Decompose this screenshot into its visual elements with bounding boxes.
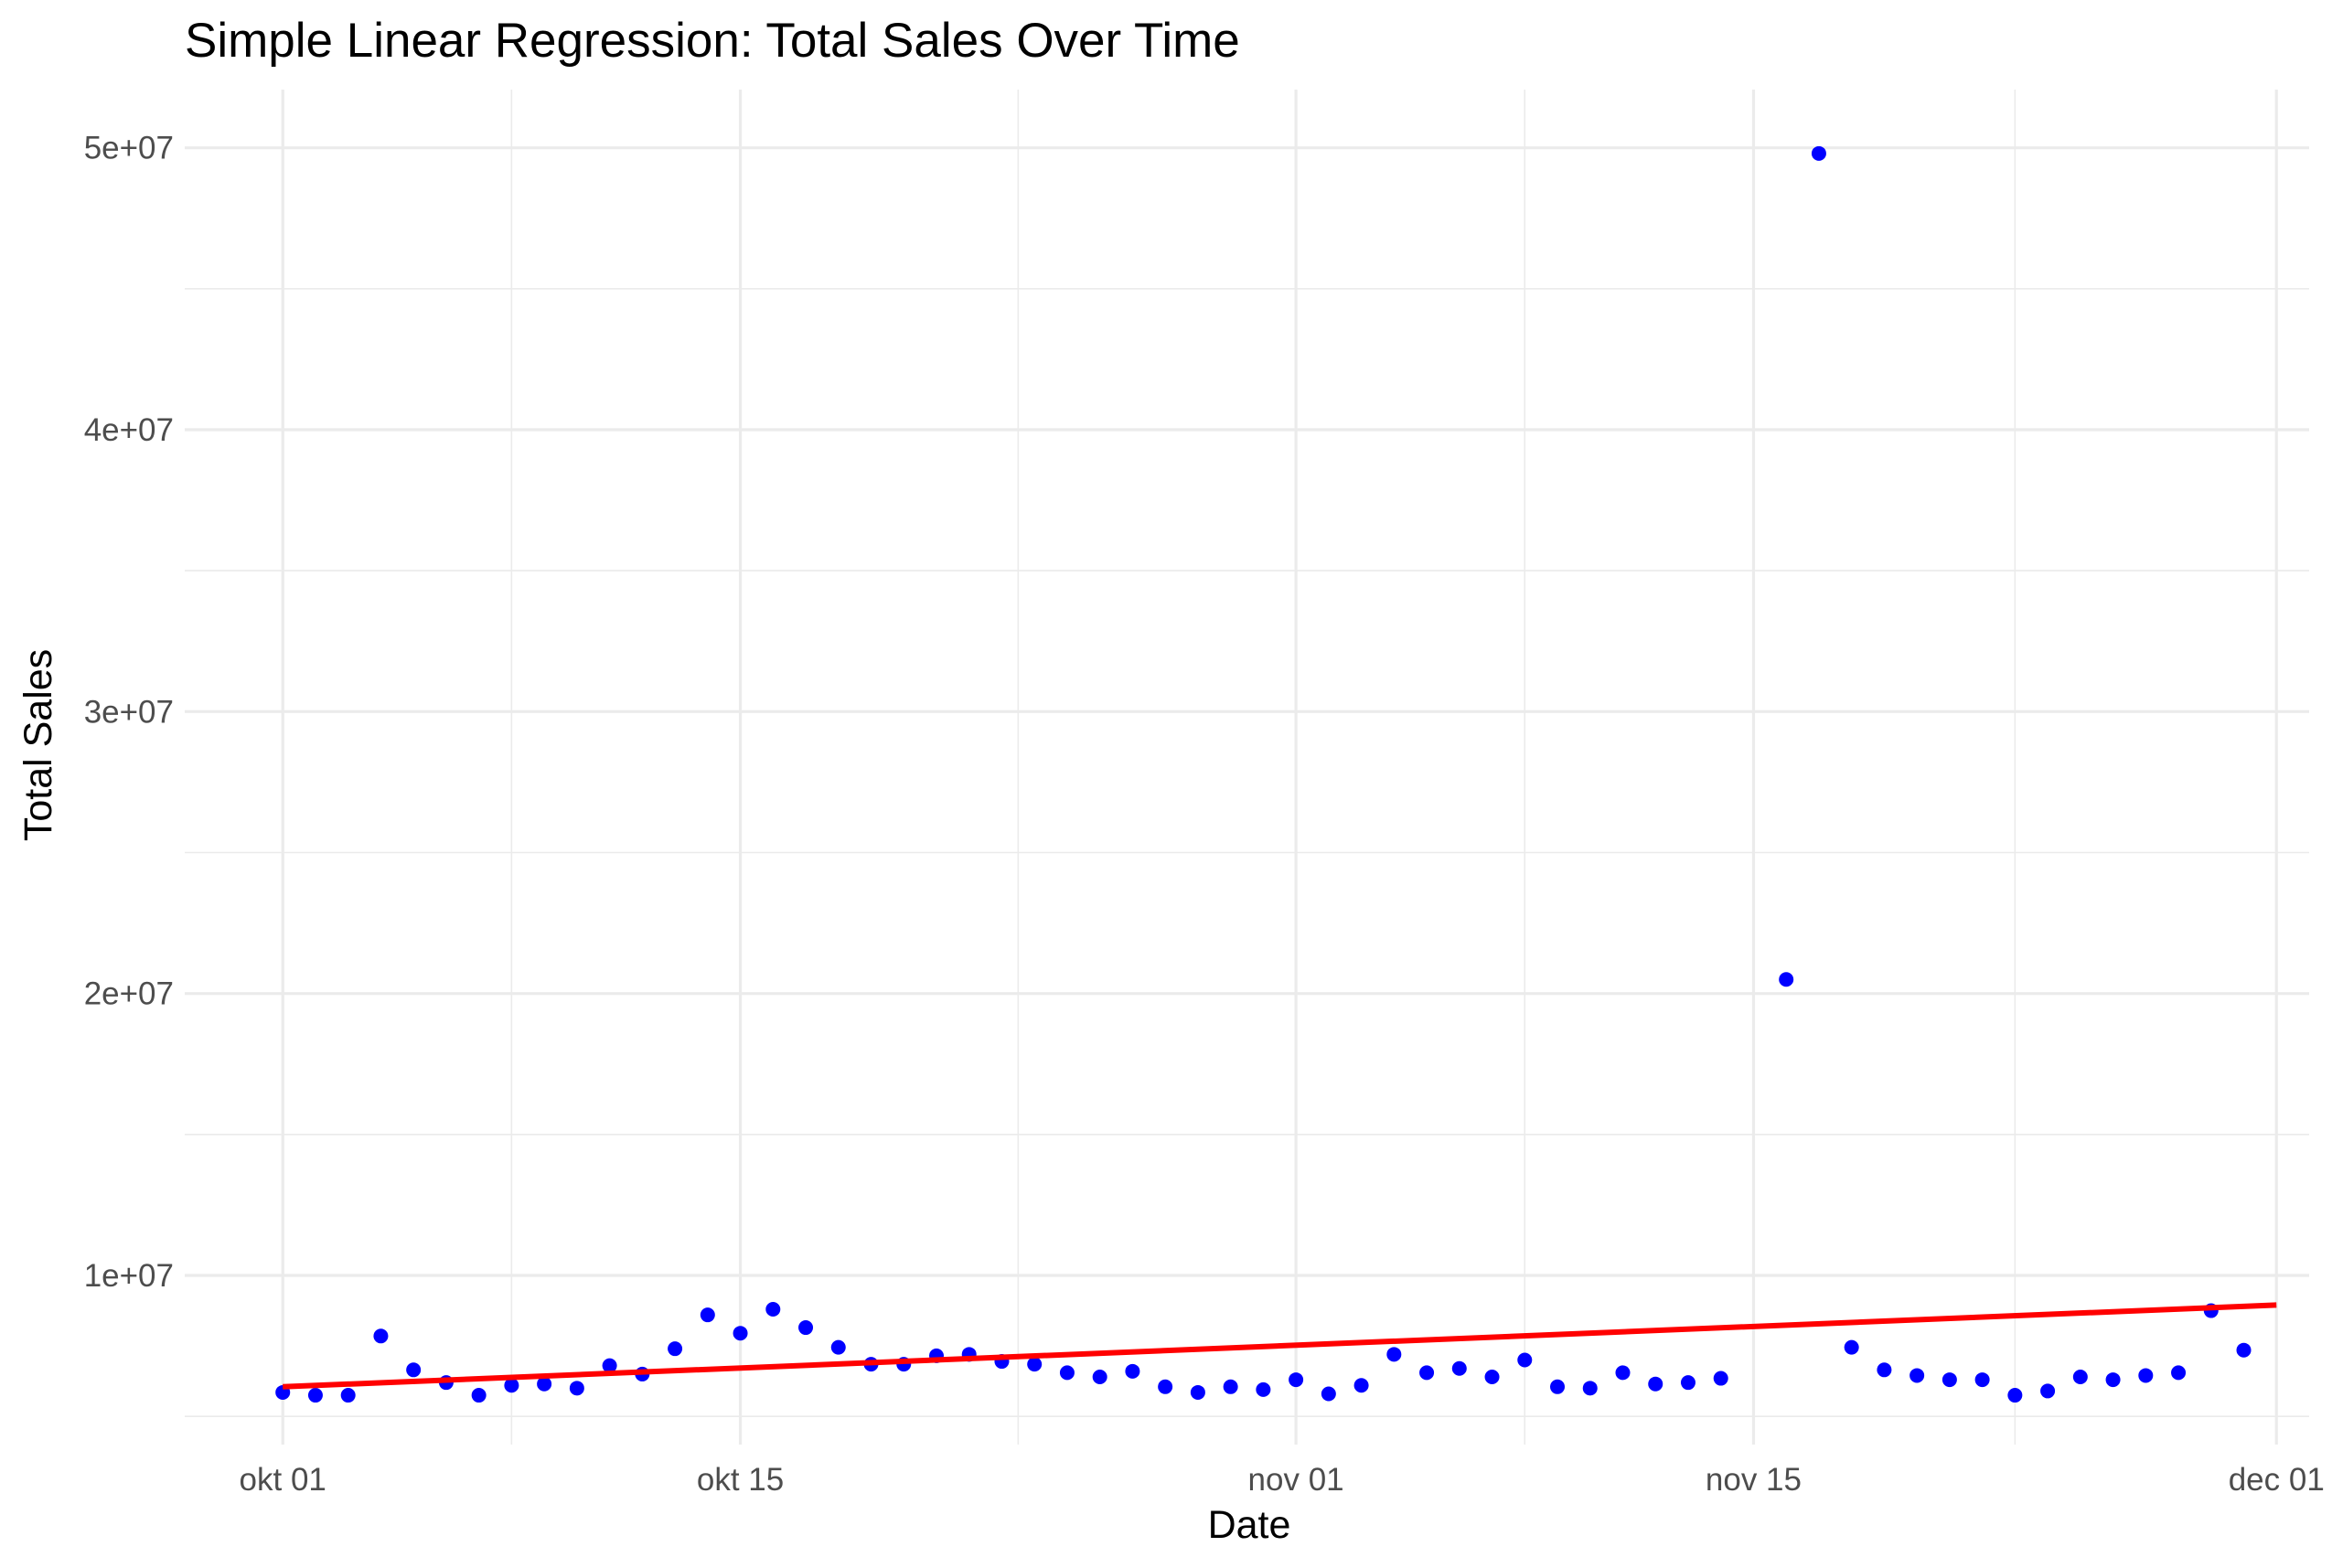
data-point <box>2138 1368 2154 1383</box>
data-point <box>733 1326 748 1341</box>
data-point <box>2236 1342 2252 1358</box>
data-point <box>1877 1362 1892 1378</box>
data-point <box>1713 1371 1728 1386</box>
data-point <box>1451 1360 1467 1376</box>
chart-title: Simple Linear Regression: Total Sales Ov… <box>185 14 1240 68</box>
data-point <box>340 1388 356 1403</box>
x-tick-label: nov 01 <box>1248 1462 1344 1498</box>
data-point <box>1158 1379 1173 1394</box>
data-point <box>1223 1379 1238 1394</box>
data-point <box>1942 1372 1957 1388</box>
data-point <box>2171 1365 2187 1381</box>
y-tick-label: 2e+07 <box>84 976 174 1012</box>
grid <box>185 90 2309 1445</box>
x-axis-label: Date <box>1208 1503 1291 1547</box>
data-point <box>307 1388 323 1403</box>
y-tick-label: 1e+07 <box>84 1258 174 1294</box>
y-tick-label: 4e+07 <box>84 412 174 448</box>
data-point <box>406 1362 422 1378</box>
data-point <box>1419 1365 1435 1381</box>
data-point <box>602 1358 617 1373</box>
data-point <box>765 1302 781 1317</box>
data-point <box>373 1328 389 1344</box>
y-tick-labels: 1e+07 2e+07 3e+07 4e+07 5e+07 <box>84 131 174 1294</box>
data-point <box>668 1341 683 1357</box>
data-point <box>2072 1370 2088 1384</box>
data-point <box>1648 1376 1663 1392</box>
data-point <box>1092 1370 1107 1384</box>
regression-line-group <box>283 1302 2277 1390</box>
data-point <box>1550 1379 1566 1394</box>
data-point <box>1059 1365 1075 1381</box>
y-tick-label: 3e+07 <box>84 694 174 730</box>
data-point <box>798 1320 814 1336</box>
data-point <box>537 1376 552 1392</box>
data-point <box>1517 1352 1533 1368</box>
data-point <box>1386 1347 1402 1362</box>
x-tick-label: okt 15 <box>697 1462 784 1498</box>
data-point <box>1289 1372 1304 1388</box>
data-point <box>1779 972 1794 987</box>
data-point <box>1582 1381 1598 1396</box>
data-point <box>700 1307 715 1323</box>
data-point <box>1615 1365 1631 1381</box>
data-point <box>1680 1375 1696 1391</box>
y-axis-label: Total Sales <box>16 649 60 841</box>
data-point <box>2105 1372 2121 1388</box>
data-point <box>1811 145 1826 161</box>
data-point <box>569 1381 584 1396</box>
data-point <box>504 1378 519 1393</box>
x-tick-labels: okt 01 okt 15 nov 01 nov 15 dec 01 <box>240 1462 2325 1498</box>
data-point <box>1484 1370 1500 1384</box>
data-point <box>1353 1378 1369 1393</box>
x-tick-label: okt 01 <box>240 1462 326 1498</box>
data-point <box>1125 1363 1140 1379</box>
x-tick-label: dec 01 <box>2229 1462 2325 1498</box>
data-point <box>830 1339 846 1355</box>
data-point <box>1190 1384 1205 1400</box>
data-point <box>1909 1368 1925 1383</box>
data-point <box>1974 1372 1990 1388</box>
y-tick-label: 5e+07 <box>84 131 174 166</box>
regression-line <box>283 1302 2277 1390</box>
data-point <box>1027 1357 1043 1372</box>
data-point <box>2007 1388 2023 1403</box>
data-point <box>1321 1386 1336 1402</box>
data-point <box>2040 1383 2056 1399</box>
x-tick-label: nov 15 <box>1706 1462 1802 1498</box>
data-point <box>471 1388 487 1403</box>
data-points <box>275 145 2252 1403</box>
data-point <box>1256 1381 1271 1397</box>
data-point <box>1844 1339 1859 1355</box>
